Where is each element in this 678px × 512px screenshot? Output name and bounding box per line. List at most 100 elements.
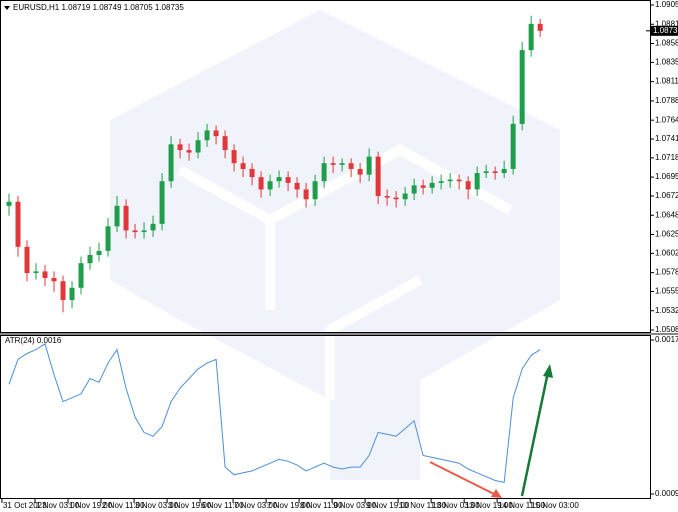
y-tick-label: 1.06250	[655, 230, 678, 239]
candle-body	[60, 281, 66, 301]
y-tick-label: 1.08115	[655, 77, 678, 86]
chart-title: EURUSD,H1 1.08719 1.08749 1.08705 1.0873…	[13, 3, 184, 12]
candle-body	[51, 277, 57, 282]
x-tick-label: 31 Oct 2023	[3, 501, 47, 510]
x-tick-label: 2 Nov 11:00	[102, 501, 145, 510]
x-tick-label: 9 Nov 03:00	[333, 501, 377, 510]
y-tick-label: 1.09050	[655, 0, 678, 9]
y-tick-label: 1.06020	[655, 248, 678, 257]
candle-body	[168, 144, 174, 182]
candle-body	[510, 123, 516, 169]
candle-body	[348, 163, 354, 169]
candle-body	[150, 223, 156, 231]
candle-body	[258, 177, 264, 190]
candle-body	[375, 156, 381, 196]
last-price-label: 1.08735	[653, 26, 678, 35]
x-tick-label: 1 Nov 03:00	[36, 501, 80, 510]
y-tick-label: 1.08580	[655, 39, 678, 48]
x-tick-label: 10 Nov 11:00	[399, 501, 447, 510]
candle-body	[285, 177, 291, 183]
annotation-arrow-up	[520, 371, 550, 497]
candle-body	[492, 171, 498, 174]
candle-body	[87, 255, 93, 264]
y-tick-label: 1.06485	[655, 210, 678, 219]
x-tick-label: 3 Nov 03:00	[135, 501, 179, 510]
candle-body	[483, 171, 489, 174]
candle-body	[186, 150, 192, 153]
y-tick-label: 1.06720	[655, 191, 678, 200]
candle-body	[312, 181, 318, 200]
candle-body	[222, 136, 228, 151]
y-tick-label: 0.0009	[655, 489, 678, 498]
x-tick-label: 7 Nov 19:00	[267, 501, 311, 510]
candle-body	[276, 177, 282, 182]
candle-body	[249, 168, 255, 178]
candle-body	[96, 250, 102, 255]
candle-body	[123, 205, 129, 231]
candle-body	[447, 179, 453, 182]
last-price-box	[651, 25, 678, 36]
candle-body	[267, 181, 273, 190]
y-tick-label: 0.0017	[655, 335, 678, 344]
candle-body	[105, 226, 111, 251]
x-tick-label: 9 Nov 19:00	[366, 501, 410, 510]
annotation-arrowhead-up	[543, 364, 553, 378]
candle-body	[159, 181, 165, 224]
y-tick-label: 1.08350	[655, 57, 678, 66]
y-tick-label: 1.05785	[655, 268, 678, 277]
candle-body	[141, 230, 147, 233]
candle-body	[231, 150, 237, 164]
y-tick-label: 1.05555	[655, 287, 678, 296]
candle-body	[519, 50, 525, 124]
x-tick-label: 14 Nov 11:00	[498, 501, 546, 510]
candle-body	[474, 173, 480, 190]
annotation-arrowhead-down	[491, 489, 502, 498]
candle-body	[528, 23, 534, 51]
candle-body	[438, 181, 444, 183]
atr-line	[8, 343, 541, 484]
menu-arrow	[4, 6, 10, 10]
candle-body	[501, 168, 507, 174]
candle-body	[384, 195, 390, 198]
annotation-arrow-down	[429, 461, 499, 497]
y-tick-label: 1.06950	[655, 172, 678, 181]
candle-body	[402, 193, 408, 200]
candle-body	[204, 130, 210, 141]
candle-body	[537, 23, 543, 31]
candle-body	[465, 181, 471, 190]
y-tick-label: 1.08815	[655, 19, 678, 28]
candle-body	[42, 271, 48, 278]
x-tick-label: 7 Nov 03:00	[234, 501, 278, 510]
candle-body	[69, 287, 75, 301]
candle-body	[240, 163, 246, 169]
candle-body	[195, 140, 201, 153]
candle-body	[294, 182, 300, 190]
price-panel-frame	[0, 0, 651, 333]
candle-body	[114, 205, 120, 227]
y-tick-label: 1.07415	[655, 134, 678, 143]
y-tick-label: 1.05085	[655, 325, 678, 334]
candle-body	[24, 246, 30, 274]
candle-body	[393, 197, 399, 200]
x-tick-label: 1 Nov 19:00	[69, 501, 113, 510]
candle-body	[33, 271, 39, 274]
candle-body	[411, 185, 417, 194]
candle-body	[213, 130, 219, 137]
candle-body	[78, 263, 84, 288]
x-tick-label: 6 Nov 11:00	[201, 501, 244, 510]
x-tick-label: 3 Nov 19:00	[168, 501, 212, 510]
y-tick-label: 1.07880	[655, 96, 678, 105]
x-tick-label: 13 Nov 03:00	[432, 501, 480, 510]
y-tick-label: 1.07185	[655, 153, 678, 162]
candle-body	[330, 163, 336, 165]
y-tick-label: 1.05320	[655, 306, 678, 315]
candle-body	[321, 163, 327, 182]
indicator-title: ATR(24) 0.0016	[5, 336, 62, 345]
watermark	[110, 10, 560, 480]
y-tick-label: 1.07645	[655, 115, 678, 124]
candle-body	[132, 230, 138, 233]
candle-body	[420, 185, 426, 188]
candle-body	[6, 201, 12, 206]
